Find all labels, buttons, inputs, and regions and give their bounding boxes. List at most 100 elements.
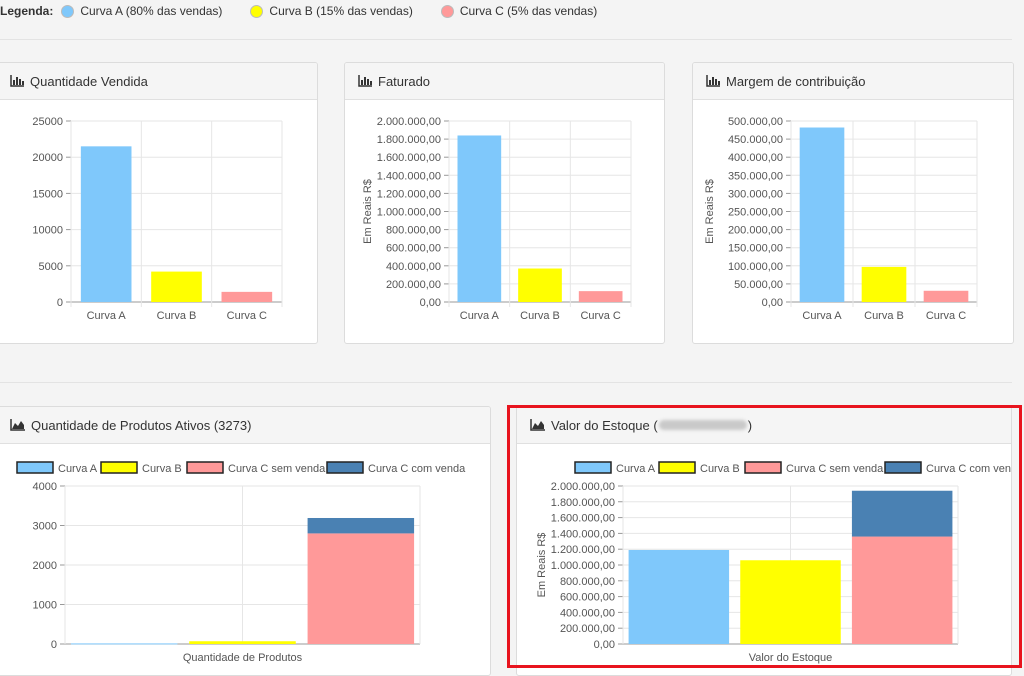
bar-curva-b bbox=[151, 271, 202, 302]
y-tick-label: 4000 bbox=[33, 481, 57, 493]
y-tick-label: 1.200.000,00 bbox=[551, 544, 615, 556]
divider-middle bbox=[0, 382, 1012, 383]
legend-swatch bbox=[744, 461, 782, 474]
panel-quantidade-vendida: Quantidade Vendida 0 5000 10000 15000 20000 2… bbox=[0, 62, 318, 344]
y-tick-label: 500.000,00 bbox=[728, 116, 783, 128]
panel-title-suffix: ) bbox=[747, 417, 753, 433]
chart-faturado: 0,00 200.000,00 400.000,00 600.000,00 800.00… bbox=[362, 116, 632, 322]
legend-swatch bbox=[326, 461, 364, 474]
y-tick-label: 600.000,00 bbox=[386, 243, 441, 255]
x-tick-label: Curva A bbox=[460, 310, 500, 322]
legend-dot-curva-a bbox=[61, 4, 75, 18]
panel-header: Quantidade de Produtos Ativos (3273) bbox=[0, 407, 490, 444]
legend-item-curva-a: Curva A (80% das vendas) bbox=[61, 4, 222, 18]
panel-faturado: Faturado 0,00 200.000,00 400.000,00 600.000… bbox=[344, 62, 665, 344]
redacted-text bbox=[658, 420, 747, 430]
x-tick-label: Curva C bbox=[580, 310, 620, 322]
bar-curva-a bbox=[457, 135, 502, 302]
chart-quantidade-vendida: 0 5000 10000 15000 20000 25000 Curva A Curva B C… bbox=[32, 116, 283, 322]
legend-dot-curva-c bbox=[440, 4, 454, 18]
panel-margem-contribuicao: Margem de contribuição 0,00 50.000,00 100.… bbox=[692, 62, 1014, 344]
bar-curva-b bbox=[518, 268, 562, 302]
x-tick-label: Curva A bbox=[802, 310, 842, 322]
x-tick-label: Curva B bbox=[157, 310, 197, 322]
panel-title: Quantidade Vendida bbox=[30, 73, 148, 89]
y-tick-label: 350.000,00 bbox=[728, 170, 783, 182]
x-tick-label: Curva A bbox=[87, 310, 127, 322]
y-tick-label: 150.000,00 bbox=[728, 243, 783, 255]
y-tick-label: 400.000,00 bbox=[386, 261, 441, 273]
x-tick-label: Valor do Estoque bbox=[749, 652, 833, 664]
area-chart-icon bbox=[10, 419, 25, 431]
y-tick-label: 1.200.000,00 bbox=[377, 188, 441, 200]
panel-valor-estoque: Valor do Estoque () 0,00 200.000,00 400.00… bbox=[516, 406, 1012, 676]
y-axis-label: Em Reais R$ bbox=[536, 533, 548, 598]
y-tick-label: 2.000.000,00 bbox=[377, 116, 441, 128]
area-chart-icon bbox=[530, 419, 545, 431]
bar-curva-c-com-venda bbox=[851, 490, 953, 537]
chart-margem-contribuicao: 0,00 50.000,00 100.000,00 150.000,00 200.000… bbox=[704, 116, 978, 322]
bar-chart-icon bbox=[706, 75, 720, 87]
y-tick-label: 200.000,00 bbox=[560, 623, 615, 635]
y-tick-label: 5000 bbox=[39, 261, 63, 273]
legend-label-curva-c: Curva C (5% das vendas) bbox=[459, 4, 598, 18]
panel-produtos-ativos: Quantidade de Produtos Ativos (3273) 0 10… bbox=[0, 406, 491, 676]
divider-top bbox=[0, 39, 1012, 40]
panel-header: Valor do Estoque () bbox=[517, 407, 1011, 444]
x-tick-label: Curva B bbox=[520, 310, 560, 322]
legend-label: Curva A bbox=[616, 463, 656, 475]
x-tick-label: Quantidade de Produtos bbox=[183, 652, 303, 664]
y-tick-label: 400.000,00 bbox=[560, 607, 615, 619]
legend-label: Curva C com venda bbox=[926, 463, 1011, 475]
bar-curva-b bbox=[740, 560, 841, 644]
y-tick-label: 0,00 bbox=[594, 639, 615, 651]
y-tick-label: 1.600.000,00 bbox=[377, 152, 441, 164]
legend-label-curva-b: Curva B (15% das vendas) bbox=[269, 4, 413, 18]
y-tick-label: 200.000,00 bbox=[386, 279, 441, 291]
y-tick-label: 20000 bbox=[32, 152, 63, 164]
legend-dot-curva-b bbox=[250, 4, 264, 18]
legend-item-curva-c: Curva C (5% das vendas) bbox=[440, 4, 598, 18]
legend-swatch bbox=[16, 461, 54, 474]
panel-title: Margem de contribuição bbox=[726, 73, 866, 89]
y-tick-label: 10000 bbox=[32, 225, 63, 237]
y-tick-label: 1000 bbox=[33, 600, 57, 612]
legend-label: Curva C sem venda bbox=[786, 463, 884, 475]
y-tick-label: 0 bbox=[51, 639, 57, 651]
panel-header: Margem de contribuição bbox=[693, 63, 1013, 100]
legend-label: Curva B bbox=[700, 463, 740, 475]
legend-item-curva-b: Curva B (15% das vendas) bbox=[250, 4, 413, 18]
y-tick-label: 1.800.000,00 bbox=[377, 134, 441, 146]
legend-title: Legenda: bbox=[0, 4, 54, 18]
bar-curva-c bbox=[221, 291, 273, 302]
legend-label: Curva C com venda bbox=[368, 463, 466, 475]
x-tick-label: Curva B bbox=[864, 310, 904, 322]
legend-label: Curva B bbox=[142, 463, 182, 475]
y-tick-label: 1.800.000,00 bbox=[551, 497, 615, 509]
y-tick-label: 1.000.000,00 bbox=[551, 560, 615, 572]
legend-swatch bbox=[884, 461, 922, 474]
bar-curva-a bbox=[799, 127, 845, 303]
chart-valor-estoque: 0,00 200.000,00 400.000,00 600.000,00 800.00… bbox=[536, 461, 1011, 664]
x-tick-label: Curva C bbox=[227, 310, 267, 322]
legend-swatch bbox=[574, 461, 612, 474]
legend-label: Curva A bbox=[58, 463, 98, 475]
bar-curva-c-sem-venda bbox=[307, 533, 415, 644]
bar-chart-icon bbox=[358, 75, 372, 87]
y-tick-label: 0 bbox=[57, 297, 63, 309]
y-tick-label: 1.400.000,00 bbox=[551, 528, 615, 540]
bar-curva-a bbox=[80, 146, 132, 302]
panel-title: Quantidade de Produtos Ativos (3273) bbox=[31, 417, 252, 433]
panel-title: Faturado bbox=[378, 73, 431, 89]
bar-curva-a bbox=[70, 643, 178, 645]
y-tick-label: 0,00 bbox=[420, 297, 441, 309]
y-tick-label: 250.000,00 bbox=[728, 207, 783, 219]
top-legend: Legenda: Curva A (80% das vendas) Curva … bbox=[0, 0, 625, 22]
y-tick-label: 1.000.000,00 bbox=[377, 207, 441, 219]
legend-swatch bbox=[658, 461, 696, 474]
y-tick-label: 300.000,00 bbox=[728, 188, 783, 200]
y-tick-label: 1.600.000,00 bbox=[551, 513, 615, 525]
y-tick-label: 600.000,00 bbox=[560, 592, 615, 604]
panel-header: Quantidade Vendida bbox=[0, 63, 317, 100]
y-tick-label: 800.000,00 bbox=[386, 225, 441, 237]
